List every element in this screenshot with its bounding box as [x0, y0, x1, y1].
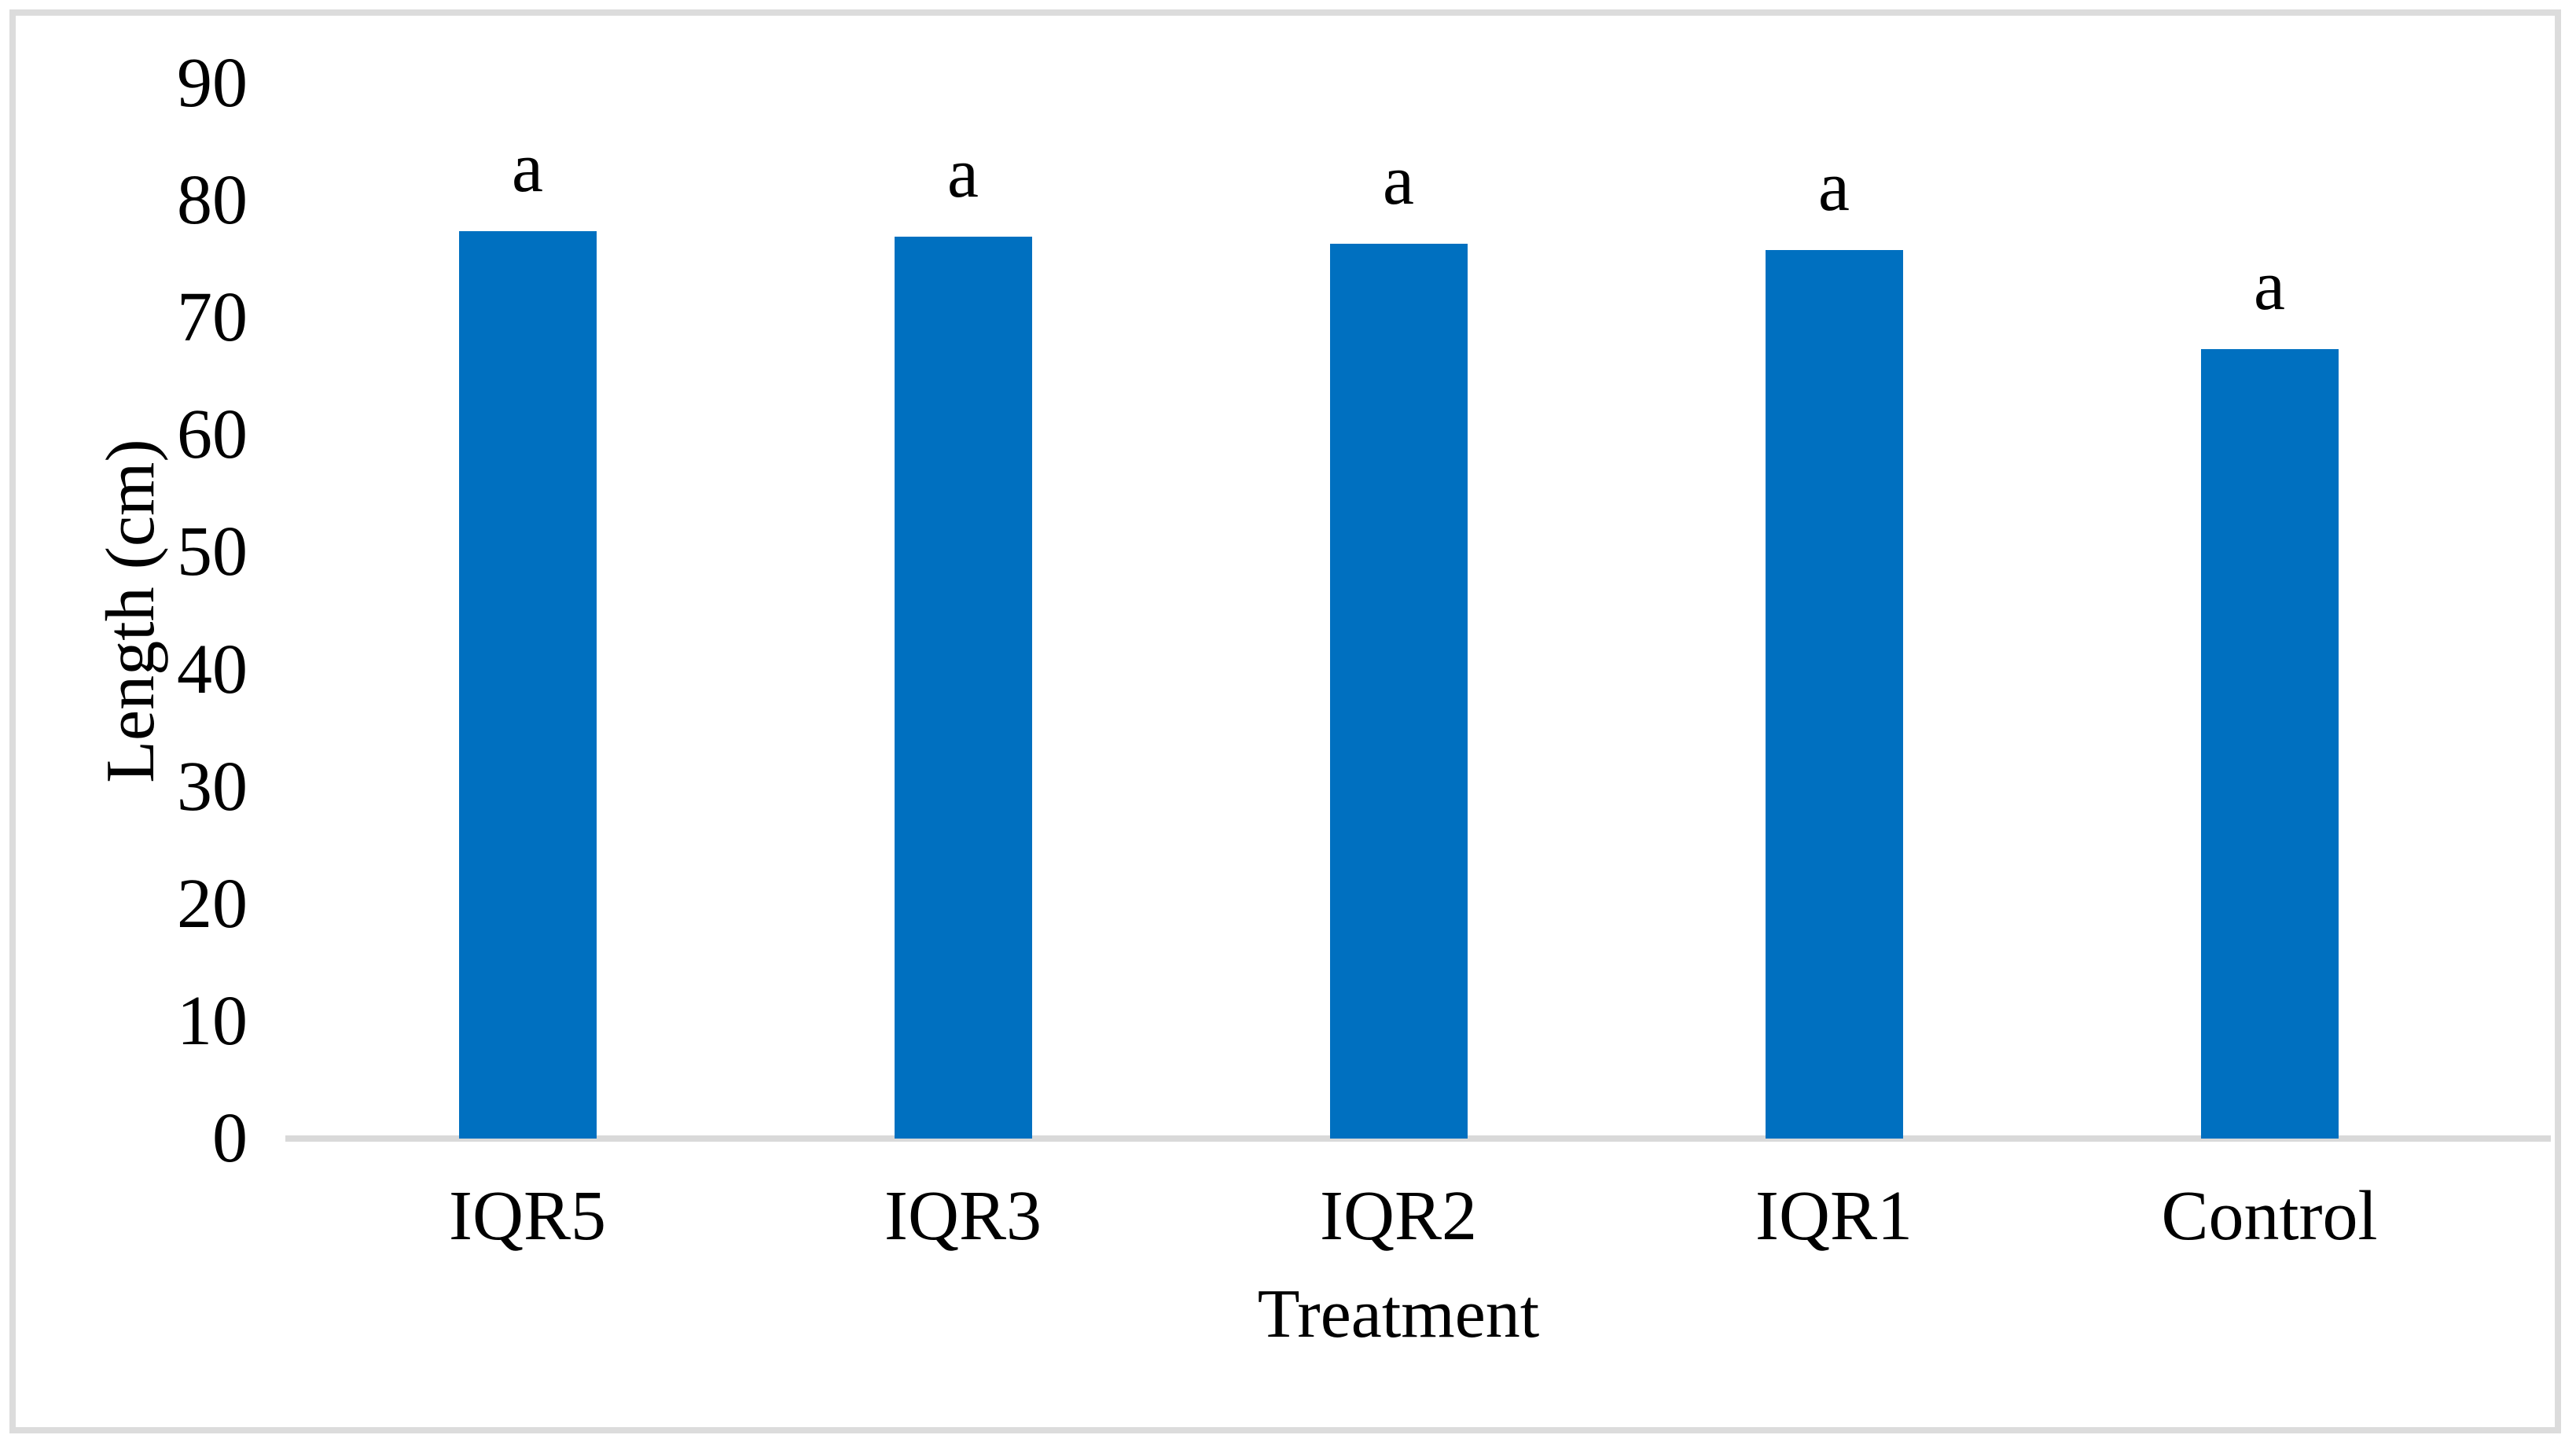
x-tick-label-iqr2: IQR2: [1320, 1177, 1477, 1255]
y-tick-label-20: 20: [177, 864, 248, 943]
y-axis-title: Length (cm): [93, 439, 169, 783]
significance-letter-iqr1: a: [1818, 147, 1850, 226]
significance-letter-iqr2: a: [1383, 142, 1414, 220]
bar-control: [2200, 349, 2339, 1139]
bar-iqr5: [458, 230, 597, 1139]
bar-iqr1: [1765, 249, 1903, 1139]
y-tick-label-10: 10: [177, 981, 248, 1060]
y-tick-label-30: 30: [177, 747, 248, 826]
y-tick-label-90: 90: [177, 44, 248, 122]
y-tick-label-80: 80: [177, 161, 248, 240]
bar-iqr3: [894, 237, 1032, 1139]
x-tick-label-iqr3: IQR3: [884, 1177, 1042, 1255]
y-tick-label-60: 60: [177, 396, 248, 474]
significance-letter-iqr5: a: [512, 128, 543, 207]
figure-border: [9, 9, 2561, 1433]
x-tick-label-control: Control: [2161, 1177, 2378, 1255]
y-tick-label-50: 50: [177, 513, 248, 591]
bar-iqr2: [1329, 244, 1468, 1139]
x-tick-label-iqr1: IQR1: [1755, 1177, 1913, 1255]
y-tick-label-40: 40: [177, 630, 248, 708]
y-tick-label-70: 70: [177, 278, 248, 357]
x-axis-title: Treatment: [1257, 1276, 1540, 1352]
significance-letter-iqr3: a: [947, 134, 979, 213]
y-tick-label-0: 0: [212, 1099, 248, 1177]
significance-letter-control: a: [2254, 247, 2285, 326]
x-axis-line: [285, 1135, 2551, 1142]
x-tick-label-iqr5: IQR5: [449, 1177, 606, 1255]
